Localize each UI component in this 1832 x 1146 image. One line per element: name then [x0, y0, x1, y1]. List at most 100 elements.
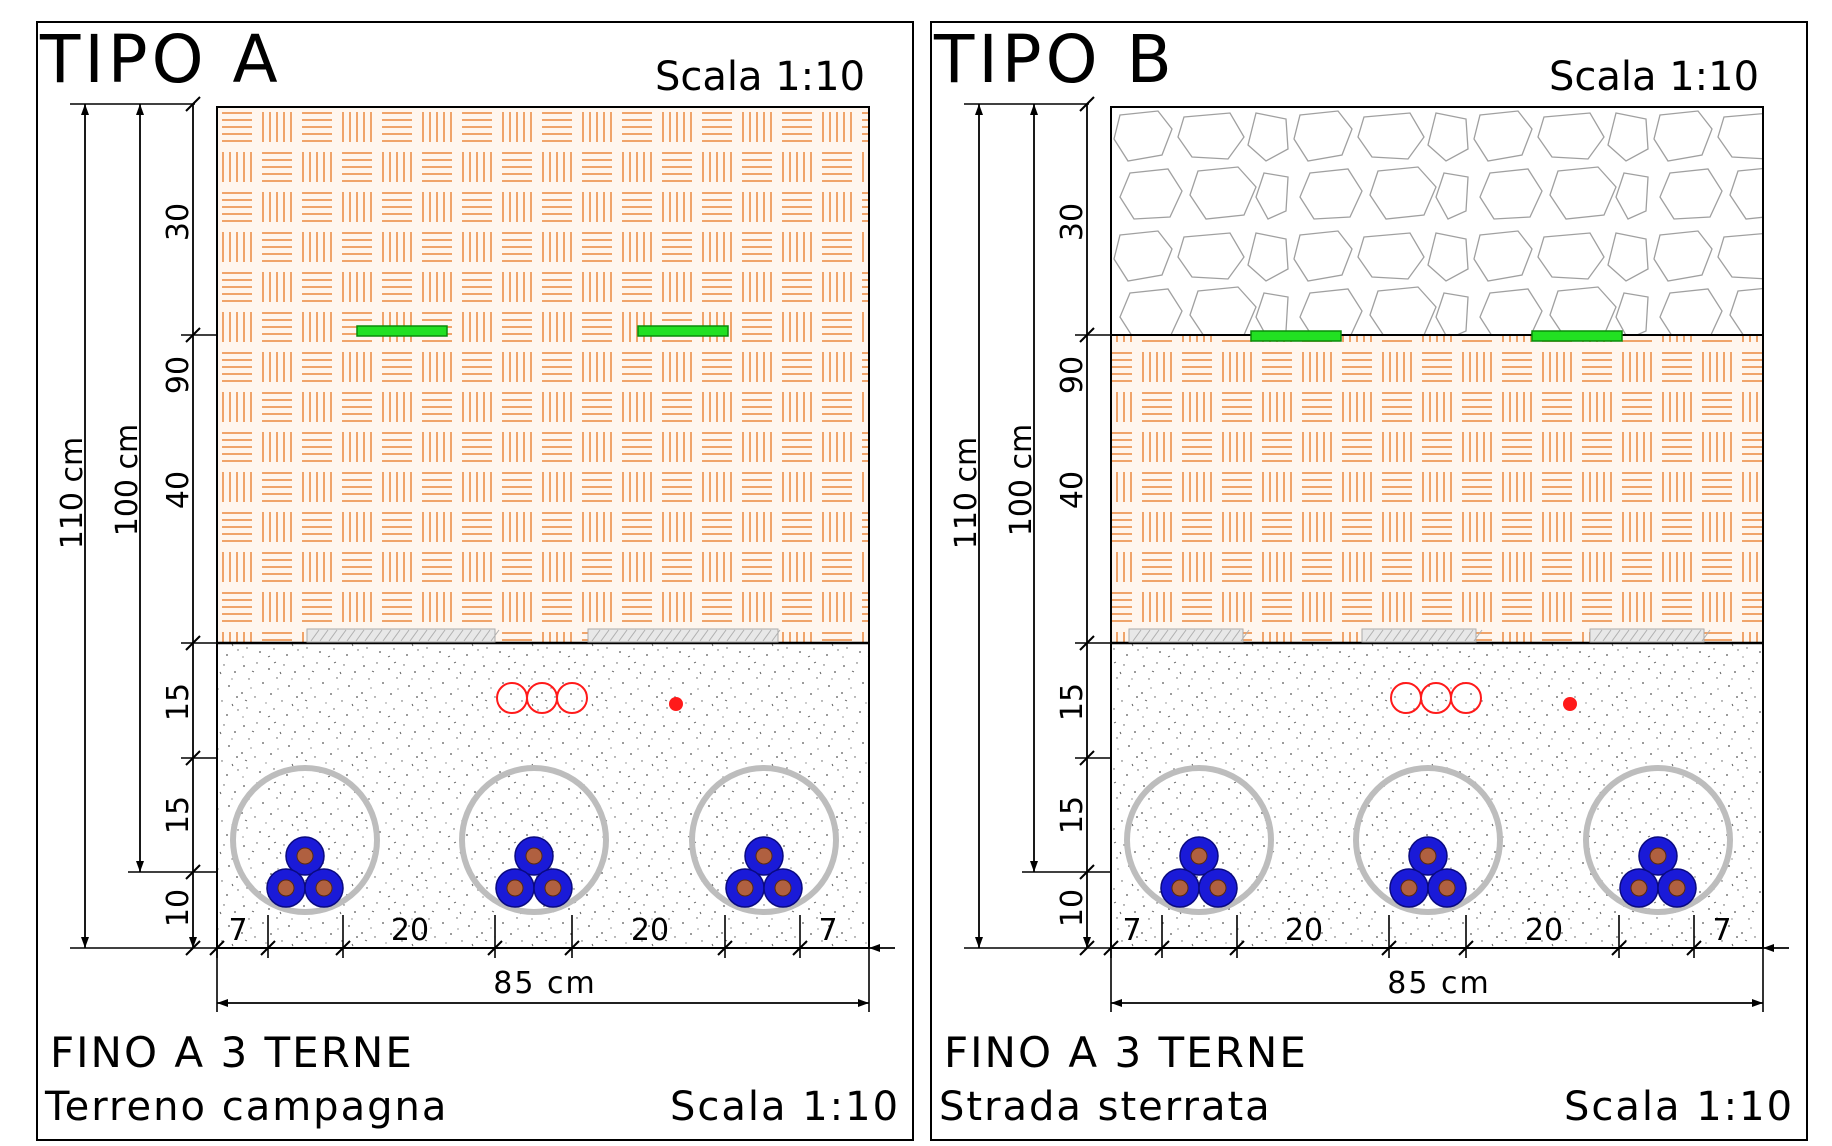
- slab-hatch: [1222, 629, 1232, 642]
- dimension-30-label: 30: [1055, 203, 1090, 241]
- cable-core: [1190, 847, 1208, 865]
- cable-core: [755, 847, 773, 865]
- cable-core: [1630, 879, 1648, 897]
- dim-7-right: 7: [818, 913, 837, 948]
- dimension-110-label: 110 cm: [55, 437, 90, 550]
- slab-hatch: [1195, 629, 1205, 642]
- slab-hatch: [1132, 629, 1142, 642]
- dim-20-b: 20: [631, 913, 669, 948]
- slab-hatch: [1383, 629, 1393, 642]
- slab-hatch: [1656, 629, 1666, 642]
- scale-bottom-label: Scala 1:10: [1564, 1084, 1794, 1130]
- cable-conduit: [230, 765, 380, 915]
- dimension-tick: [792, 940, 808, 956]
- dimension-90-label: 90: [1055, 356, 1090, 394]
- dimension-arrowhead: [1763, 944, 1774, 952]
- dimension-85-label: 85 cm: [493, 966, 596, 1001]
- slab-hatch: [672, 629, 682, 642]
- cable-core: [525, 847, 543, 865]
- panel-title: TIPO A: [39, 21, 282, 98]
- dimension-arrowhead: [1111, 999, 1122, 1007]
- dimension-arrowhead: [858, 999, 869, 1007]
- dimension-30-label: 30: [161, 203, 196, 241]
- dimension-tick: [1458, 940, 1474, 956]
- slab-hatch: [1168, 629, 1178, 642]
- slab-hatch: [1692, 629, 1702, 642]
- slab-hatch: [1204, 629, 1214, 642]
- footer-subtitle: Strada sterrata: [939, 1084, 1272, 1130]
- dimension-arrowhead: [975, 104, 983, 115]
- dimension-15b-label: 15: [1055, 796, 1090, 834]
- footer-subtitle: Terreno campagna: [44, 1084, 448, 1130]
- slab-hatch: [391, 629, 401, 642]
- dimension-40-label: 40: [1055, 471, 1090, 509]
- dimension-tick: [1686, 940, 1702, 956]
- slab-hatch: [346, 629, 356, 642]
- slab-hatch: [1240, 629, 1250, 642]
- slab-hatch: [1186, 629, 1196, 642]
- slab-hatch: [771, 629, 781, 642]
- dimension-tick: [1611, 940, 1627, 956]
- warning-tape: [1531, 330, 1623, 342]
- slab-hatch: [400, 629, 410, 642]
- gravel-road-layer: [1111, 107, 1763, 335]
- slab-hatch: [1611, 629, 1621, 642]
- slab-hatch: [708, 629, 718, 642]
- slab-hatch: [1231, 629, 1241, 642]
- slab-hatch: [1437, 629, 1447, 642]
- slab-hatch: [663, 629, 673, 642]
- slab-hatch: [1428, 629, 1438, 642]
- cable-core: [1419, 847, 1437, 865]
- dimension-15a-label: 15: [161, 683, 196, 721]
- cable-core: [774, 879, 792, 897]
- slab-hatch: [1141, 629, 1151, 642]
- cable-core: [506, 879, 524, 897]
- dimension-arrowhead: [1030, 861, 1038, 872]
- warning-tape: [1250, 330, 1342, 342]
- dimension-arrowhead: [189, 937, 197, 948]
- panel-frame: [36, 21, 914, 1141]
- slab-hatch: [681, 629, 691, 642]
- slab-hatch: [355, 629, 365, 642]
- dimension-40-label: 40: [161, 471, 196, 509]
- dimension-arrowhead: [81, 937, 89, 948]
- dimension-arrowhead: [1083, 937, 1091, 948]
- cable-core: [277, 879, 295, 897]
- slab-hatch: [1455, 629, 1465, 642]
- earth-conductor: [1563, 697, 1577, 711]
- panel-frame: [930, 21, 1808, 1141]
- dim-20-a: 20: [391, 913, 429, 948]
- slab-hatch: [645, 629, 655, 642]
- dimension-arrowhead: [136, 104, 144, 115]
- slab-hatch: [636, 629, 646, 642]
- warning-tape: [356, 325, 448, 337]
- slab-hatch: [717, 629, 727, 642]
- dimension-tick: [1154, 940, 1170, 956]
- signal-cable-ring: [556, 682, 588, 714]
- slab-hatch: [382, 629, 392, 642]
- slab-hatch: [310, 629, 320, 642]
- cable-core: [544, 879, 562, 897]
- dimension-tick: [1381, 940, 1397, 956]
- slab-hatch: [472, 629, 482, 642]
- slab-hatch: [490, 629, 500, 642]
- slab-hatch: [337, 629, 347, 642]
- dimension-15b-label: 15: [161, 796, 196, 834]
- slab-hatch: [1701, 629, 1711, 642]
- slab-hatch: [1629, 629, 1639, 642]
- footer-title: FINO A 3 TERNE: [50, 1028, 414, 1077]
- dim-20-a: 20: [1285, 913, 1323, 948]
- cable-core: [1438, 879, 1456, 897]
- slab-hatch: [1620, 629, 1630, 642]
- dim-7-left: 7: [228, 913, 247, 948]
- dimension-tick: [564, 940, 580, 956]
- dimension-tick: [335, 940, 351, 956]
- scale-top-label: Scala 1:10: [1549, 54, 1759, 100]
- dimension-90-label: 90: [161, 356, 196, 394]
- slab-hatch: [1647, 629, 1657, 642]
- slab-hatch: [319, 629, 329, 642]
- dimension-10-label: 10: [161, 889, 196, 927]
- slab-hatch: [445, 629, 455, 642]
- slab-hatch: [1410, 629, 1420, 642]
